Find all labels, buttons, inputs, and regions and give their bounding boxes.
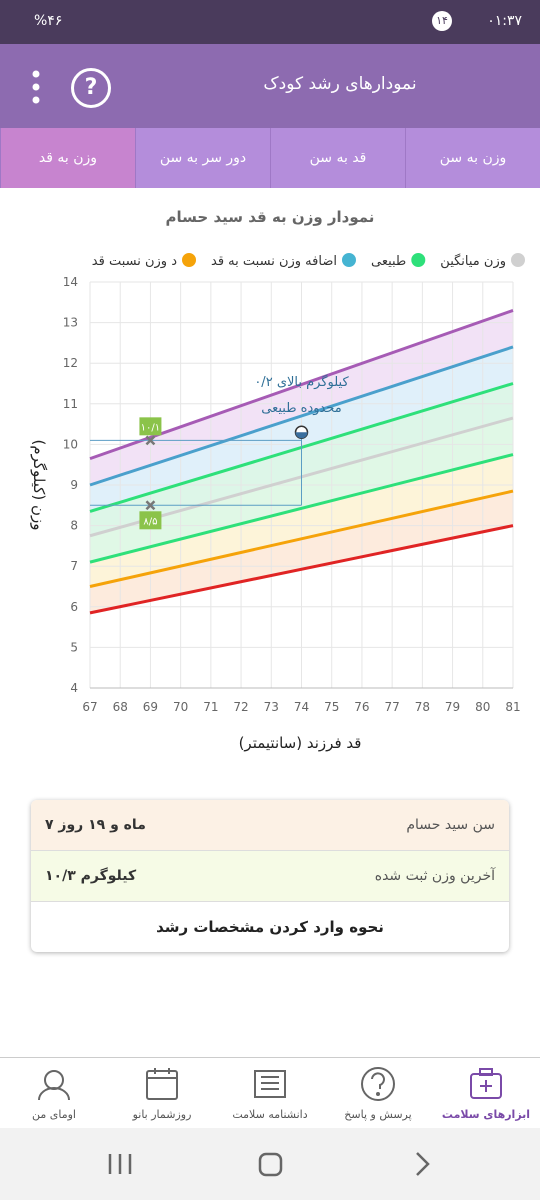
point-label: ۱۰/۱	[141, 422, 160, 433]
y-tick-label: 13	[63, 316, 78, 330]
nav-item[interactable]: ابزارهای سلامت	[439, 1058, 534, 1129]
x-tick-label: 72	[233, 700, 248, 714]
nav-icon	[361, 1067, 395, 1101]
info-row: سن سید حسام ۷ ماه و ۱۹ روز	[31, 800, 509, 851]
curve	[89, 489, 514, 588]
legend-swatch	[341, 253, 356, 267]
info-row: آخرین وزن ثبت شده ۱۰/۳ کیلوگرم	[31, 851, 509, 902]
bottom-nav: ابزارهای سلامت پرسش و پاسخ دانشنامه سلامت ر…	[0, 1057, 540, 1129]
y-tick-label: 11	[63, 397, 78, 411]
legend-label: طبیعی	[371, 254, 406, 269]
legend-label: وزن میانگین	[440, 253, 506, 269]
point-marker	[145, 435, 156, 446]
chart-title: نمودار وزن به قد سید حسام	[166, 208, 375, 226]
x-tick-label: 81	[505, 700, 520, 714]
y-tick-label: 9	[70, 478, 78, 492]
point-label-box	[139, 511, 162, 530]
nav-label: پرسش و پاسخ	[344, 1108, 412, 1121]
tab[interactable]: دور سر به سن	[135, 128, 270, 188]
point-label-box	[139, 417, 162, 436]
nav-item[interactable]: اومای من	[7, 1058, 102, 1129]
nav-icon	[254, 1070, 286, 1098]
x-tick-label: 70	[173, 700, 188, 714]
legend-swatch	[182, 253, 197, 267]
x-tick-label: 74	[294, 700, 309, 714]
status-bar: ۰۱:۳۷ ۱۴ %۴۶	[0, 0, 540, 44]
x-tick-label: 77	[385, 700, 400, 714]
y-axis-label: وزن (کیلوگرم)	[30, 439, 48, 530]
nav-item[interactable]: دانشنامه سلامت	[223, 1058, 318, 1129]
x-tick-label: 79	[445, 700, 460, 714]
y-tick-label: 8	[70, 519, 78, 533]
info-label: آخرین وزن ثبت شده	[374, 868, 495, 884]
time: ۰۱:۳۷	[487, 13, 522, 29]
guide-button[interactable]: نحوه وارد کردن مشخصات رشد	[156, 918, 384, 936]
x-axis-label: قد فرزند (سانتیمتر)	[239, 734, 362, 752]
x-tick-label: 75	[324, 700, 339, 714]
annotation: ۰/۲ کیلوگرم بالای	[254, 374, 349, 390]
nav-label: روزشمار بانو	[132, 1108, 192, 1121]
badge: ۱۴	[432, 11, 452, 31]
nav-item[interactable]: پرسش و پاسخ	[331, 1058, 426, 1129]
info-value: ۱۰/۳ کیلوگرم	[45, 868, 137, 884]
point-label: ۸/۵	[143, 516, 157, 527]
info-label: سن سید حسام	[406, 817, 495, 833]
y-tick-label: 7	[70, 559, 78, 573]
info-value: ۷ ماه و ۱۹ روز	[45, 817, 146, 833]
x-tick-label: 68	[113, 700, 128, 714]
x-tick-label: 76	[354, 700, 369, 714]
tab[interactable]: وزن به سن	[405, 128, 540, 188]
info-card: سن سید حسام ۷ ماه و ۱۹ روز آخرین وزن ثبت ش…	[31, 800, 509, 952]
system-buttons	[108, 1152, 430, 1177]
y-tick-label: 12	[63, 356, 78, 370]
nav-icon	[38, 1070, 70, 1101]
nav-icon	[470, 1068, 502, 1099]
point-marker	[145, 500, 156, 511]
menu-button[interactable]	[28, 68, 44, 108]
curve	[89, 453, 514, 564]
legend-swatch	[511, 253, 525, 267]
y-tick-label: 6	[70, 600, 78, 614]
legend-label: د وزن نسبت قد	[92, 254, 177, 269]
tab[interactable]: وزن به قد	[0, 128, 135, 188]
x-tick-label: 78	[415, 700, 430, 714]
y-tick-label: 5	[70, 640, 78, 654]
nav-label: اومای من	[32, 1108, 76, 1121]
nav-item[interactable]: روزشمار بانو	[115, 1058, 210, 1129]
tab-bar: وزن به سن قد به سن دور سر به سن وزن به قد	[0, 128, 540, 188]
current-point-fill	[295, 432, 308, 439]
legend-swatch	[411, 253, 426, 267]
x-tick-label: 67	[82, 700, 97, 714]
curve	[89, 524, 514, 615]
x-tick-label: 80	[475, 700, 490, 714]
nav-label: دانشنامه سلامت	[232, 1108, 308, 1121]
chart: نمودار وزن به قد سید حسام وزن میانگین طبیع…	[30, 208, 525, 752]
x-tick-label: 71	[203, 700, 218, 714]
y-tick-label: 14	[63, 275, 78, 289]
y-tick-label: 10	[63, 437, 78, 451]
nav-label: ابزارهای سلامت	[441, 1108, 531, 1121]
nav-icon	[146, 1068, 178, 1100]
battery: %۴۶	[34, 13, 63, 29]
help-button[interactable]: ?	[71, 68, 111, 108]
x-tick-label: 69	[143, 700, 158, 714]
legend-label: اضافه وزن نسبت به قد	[211, 254, 337, 269]
system-nav	[0, 1128, 540, 1200]
tab[interactable]: قد به سن	[270, 128, 405, 188]
y-tick-label: 4	[70, 681, 78, 695]
annotation: محدوده طبیعی	[261, 401, 342, 416]
x-tick-label: 73	[264, 700, 279, 714]
app-header: نمودارهای رشد کودک ?	[0, 44, 540, 128]
header-title: نمودارهای رشد کودک	[263, 74, 417, 94]
curve	[89, 345, 514, 487]
